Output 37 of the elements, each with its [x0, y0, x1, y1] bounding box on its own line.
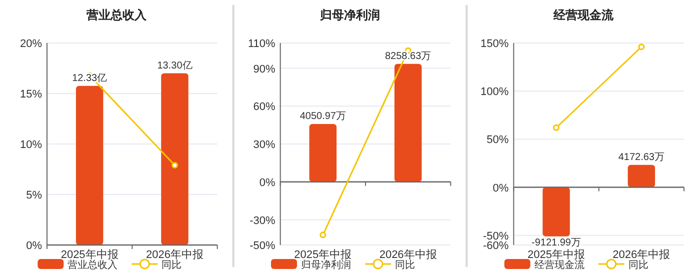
legend-label: 同比: [628, 259, 648, 271]
y-tick-label: -60%: [482, 240, 509, 252]
y-tick-label: -50%: [250, 240, 276, 252]
y-tick-label: 0%: [26, 240, 42, 252]
chart-title: 归母净利润: [319, 8, 380, 22]
legend-label: 营业总收入: [68, 259, 118, 271]
data-label: 4172.63万: [618, 152, 664, 163]
y-tick-label: 20%: [20, 38, 42, 50]
x-tick-label: 2025年中报: [528, 248, 585, 261]
y-tick-label: 0%: [492, 182, 509, 194]
legend-label: 归母净利润: [301, 259, 351, 271]
x-tick-label: 2026年中报: [379, 248, 437, 261]
data-label: -9121.99万: [532, 237, 581, 248]
y-tick-label: -50%: [482, 230, 509, 242]
legend-label: 同比: [162, 259, 182, 271]
x-tick-label: 2025年中报: [294, 248, 352, 261]
x-tick-label: 2026年中报: [146, 248, 204, 261]
y-tick-label: 50%: [486, 134, 509, 146]
data-label: 13.30亿: [157, 60, 192, 72]
data-label: 4050.97万: [300, 110, 346, 122]
y-tick-label: 110%: [248, 38, 276, 50]
y-tick-label: 90%: [253, 63, 276, 76]
y-tick-label: 0%: [259, 176, 276, 189]
y-tick-label: 10%: [20, 139, 42, 151]
chart-title: 营业总收入: [86, 8, 148, 22]
y-tick-label: -30%: [250, 214, 276, 227]
y-tick-label: 30%: [253, 139, 276, 151]
x-tick-label: 2025年中报: [60, 248, 118, 261]
legend-label: 经营现金流: [534, 259, 584, 271]
x-tick-label: 2026年中报: [612, 248, 670, 261]
y-tick-label: 5%: [26, 190, 42, 202]
y-tick-label: 150%: [480, 38, 509, 50]
y-tick-label: 60%: [253, 101, 276, 114]
y-tick-label: 100%: [480, 86, 509, 98]
chart-title: 经营现金流: [552, 8, 614, 22]
legend-label: 同比: [395, 259, 415, 271]
y-tick-label: 15%: [20, 88, 42, 100]
